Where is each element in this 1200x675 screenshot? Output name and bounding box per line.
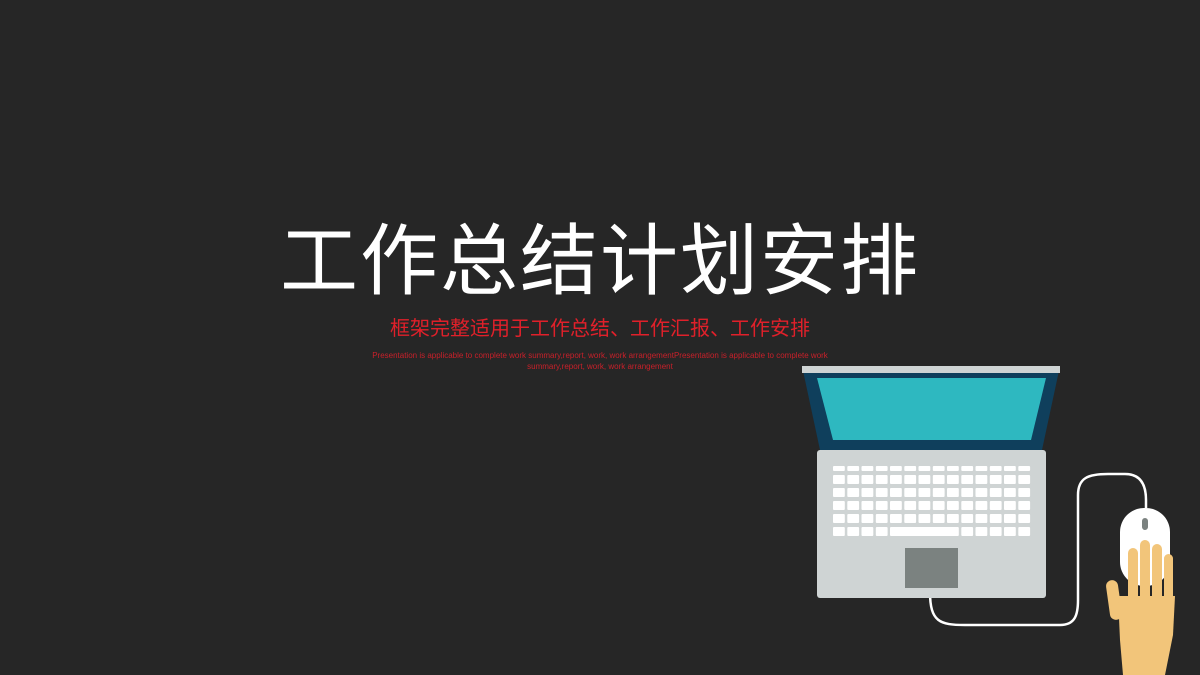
keyboard-key	[904, 501, 917, 510]
keyboard-key	[918, 475, 931, 484]
keyboard-key	[1018, 514, 1031, 523]
keyboard-key	[847, 488, 860, 497]
keyboard-key	[875, 514, 888, 523]
keyboard-key	[904, 488, 917, 497]
keyboard-key	[947, 501, 959, 510]
keyboard-key	[833, 514, 845, 523]
keyboard-key	[875, 466, 888, 471]
keyboard-key	[890, 501, 902, 510]
keyboard-key	[989, 514, 1002, 523]
slide-subtitle: 框架完整适用于工作总结、工作汇报、工作安排	[390, 316, 810, 340]
keyboard-key	[932, 475, 945, 484]
keyboard-key	[861, 501, 874, 510]
keyboard-key	[875, 488, 888, 497]
keyboard-key	[947, 466, 959, 471]
keyboard-key	[918, 488, 931, 497]
keyboard-key	[1018, 475, 1031, 484]
keyboard-key	[1018, 501, 1031, 510]
keyboard-key	[1018, 466, 1031, 471]
keyboard-key	[904, 475, 917, 484]
keyboard-key	[833, 488, 845, 497]
keyboard-key	[989, 501, 1002, 510]
keyboard-key	[875, 501, 888, 510]
keyboard-key	[1004, 514, 1016, 523]
keyboard-key	[989, 488, 1002, 497]
keyboard-key	[947, 514, 959, 523]
keyboard-key	[890, 466, 902, 471]
keyboard-key	[904, 466, 917, 471]
keyboard-key	[890, 527, 959, 536]
keyboard-key	[947, 488, 959, 497]
keyboard-key	[833, 527, 845, 536]
keyboard-key	[833, 475, 845, 484]
keyboard-key	[861, 475, 874, 484]
laptop-icon	[802, 366, 1060, 598]
keyboard-key	[989, 466, 1002, 471]
keyboard-key	[1004, 488, 1016, 497]
laptop-mouse-illustration	[802, 366, 1175, 675]
keyboard-key	[947, 475, 959, 484]
keyboard-key	[918, 466, 931, 471]
keyboard-key	[847, 466, 860, 471]
keyboard-key	[861, 488, 874, 497]
keyboard-key	[961, 475, 974, 484]
keyboard-key	[975, 501, 988, 510]
keyboard-key	[875, 475, 888, 484]
keyboard-key	[932, 488, 945, 497]
keyboard-key	[989, 475, 1002, 484]
keyboard-key	[1018, 527, 1031, 536]
keyboard-key	[890, 514, 902, 523]
keyboard-key	[961, 527, 974, 536]
keyboard-key	[932, 514, 945, 523]
keyboard-key	[918, 514, 931, 523]
keyboard-key	[961, 501, 974, 510]
keyboard-key	[861, 527, 874, 536]
hand-icon	[1106, 540, 1175, 675]
mouse-cable-icon	[928, 472, 1148, 627]
keyboard-key	[833, 501, 845, 510]
keyboard-key	[975, 466, 988, 471]
keyboard-key	[961, 488, 974, 497]
slide-title: 工作总结计划安排	[279, 217, 920, 307]
keyboard-key	[932, 466, 945, 471]
keyboard-key	[989, 527, 1002, 536]
keyboard-key	[847, 514, 860, 523]
keyboard-key	[847, 475, 860, 484]
keyboard-key	[975, 488, 988, 497]
keyboard-key	[961, 514, 974, 523]
keyboard-key	[833, 466, 845, 471]
keyboard-key	[932, 501, 945, 510]
keyboard-key	[1004, 501, 1016, 510]
keyboard-key	[890, 488, 902, 497]
keyboard-key	[875, 527, 888, 536]
keyboard-key	[1004, 527, 1016, 536]
keyboard-key	[904, 514, 917, 523]
keyboard-key	[975, 514, 988, 523]
keyboard-key	[847, 527, 860, 536]
keyboard-key	[847, 501, 860, 510]
keyboard-key	[890, 475, 902, 484]
keyboard-key	[861, 514, 874, 523]
keyboard-key	[975, 527, 988, 536]
keyboard-key	[1004, 466, 1016, 471]
keyboard-key	[961, 466, 974, 471]
keyboard-key	[861, 466, 874, 471]
keyboard-key	[1004, 475, 1016, 484]
keyboard-key	[918, 501, 931, 510]
keyboard-key	[975, 475, 988, 484]
slide-description: Presentation is applicable to complete w…	[372, 351, 828, 371]
keyboard-key	[1018, 488, 1031, 497]
